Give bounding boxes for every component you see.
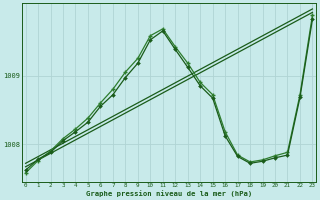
- X-axis label: Graphe pression niveau de la mer (hPa): Graphe pression niveau de la mer (hPa): [86, 190, 252, 197]
